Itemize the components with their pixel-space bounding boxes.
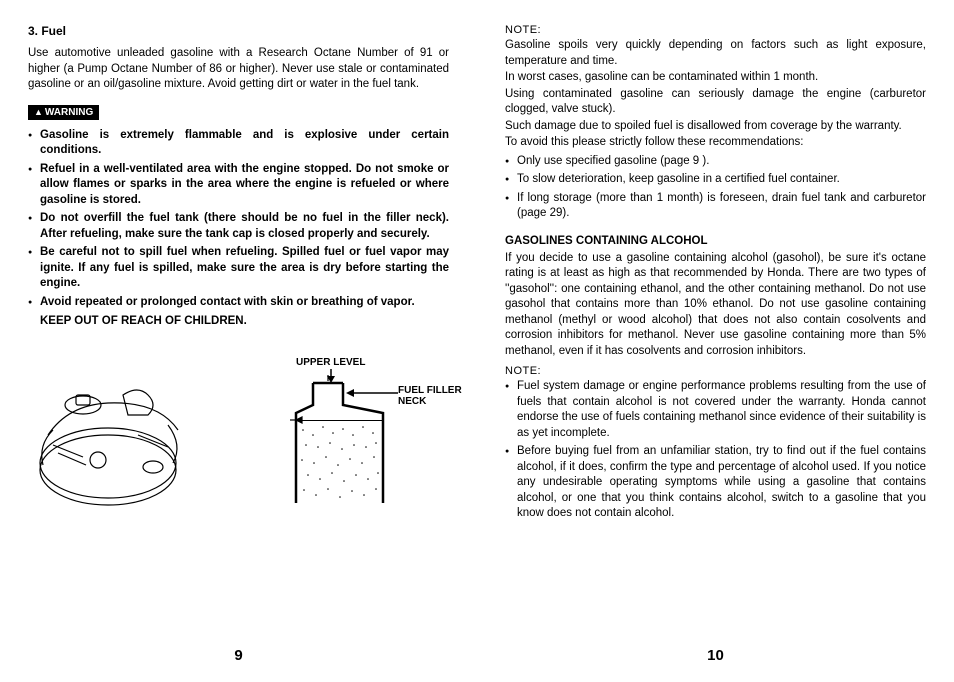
page-left: 3. Fuel Use automotive unleaded gasoline…: [0, 0, 477, 682]
engine-illustration: [28, 375, 218, 515]
keep-out-text: KEEP OUT OF REACH OF CHILDREN.: [28, 315, 449, 327]
filler-neck-arrow: [346, 388, 398, 398]
note-label: NOTE:: [505, 24, 926, 36]
note-label-2: NOTE:: [505, 365, 926, 377]
warning-badge: WARNING: [28, 99, 449, 128]
warning-label: WARNING: [28, 105, 99, 120]
note-para: To avoid this please strictly follow the…: [505, 135, 926, 151]
intro-paragraph: Use automotive unleaded gasoline with a …: [28, 46, 449, 93]
page-right: NOTE: Gasoline spoils very quickly depen…: [477, 0, 954, 682]
note-para: In worst cases, gasoline can be contamin…: [505, 70, 926, 86]
alcohol-note-item: Before buying fuel from an unfamiliar st…: [505, 444, 926, 522]
warning-item: Refuel in a well-ventilated area with th…: [28, 162, 449, 209]
page-number-left: 9: [28, 647, 449, 674]
warning-list: Gasoline is extremely flammable and is e…: [28, 128, 449, 314]
page-number-right: 10: [505, 647, 926, 674]
note-para: Gasoline spoils very quickly depending o…: [505, 38, 926, 69]
upper-level-arrow: [326, 369, 336, 383]
alcohol-note-list: Fuel system damage or engine performance…: [505, 379, 926, 525]
page-spread: 3. Fuel Use automotive unleaded gasoline…: [0, 0, 954, 682]
alcohol-note-item: Fuel system damage or engine performance…: [505, 379, 926, 441]
alcohol-body: If you decide to use a gasoline containi…: [505, 251, 926, 360]
warning-item: Do not overfill the fuel tank (there sho…: [28, 211, 449, 242]
recommendation-item: Only use specified gasoline (page 9 ).: [505, 154, 926, 170]
recommendation-item: To slow deterioration, keep gasoline in …: [505, 172, 926, 188]
warning-item: Gasoline is extremely flammable and is e…: [28, 128, 449, 159]
recommendation-item: If long storage (more than 1 month) is f…: [505, 191, 926, 222]
figure-fuel: UPPER LEVEL FUEL FILLER NECK: [28, 355, 449, 525]
note-para: Such damage due to spoiled fuel is disal…: [505, 119, 926, 135]
alcohol-heading: GASOLINES CONTAINING ALCOHOL: [505, 235, 926, 247]
recommendation-list: Only use specified gasoline (page 9 ). T…: [505, 154, 926, 225]
filler-neck-label: FUEL FILLER NECK: [398, 385, 462, 407]
section-title: 3. Fuel: [28, 24, 449, 38]
upper-level-label: UPPER LEVEL: [296, 357, 365, 368]
note-para: Using contaminated gasoline can seriousl…: [505, 87, 926, 118]
warning-item: Avoid repeated or prolonged contact with…: [28, 295, 449, 311]
warning-item: Be careful not to spill fuel when refuel…: [28, 245, 449, 292]
